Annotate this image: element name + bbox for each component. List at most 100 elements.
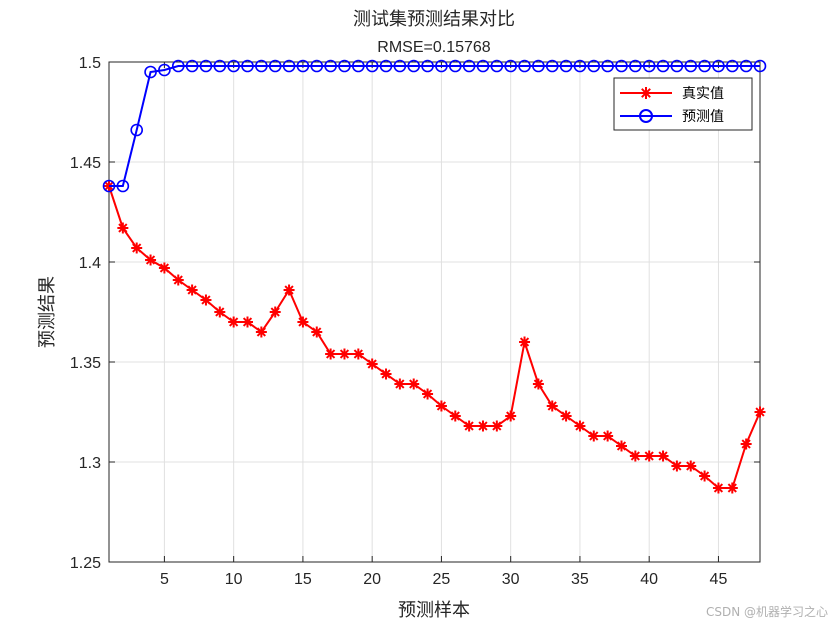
data-point-pred	[670, 59, 684, 73]
data-point-true	[726, 482, 738, 494]
asterisk-stroke	[173, 275, 183, 285]
data-point-pred	[144, 65, 157, 79]
asterisk-stroke	[187, 285, 197, 295]
data-point-true	[131, 242, 143, 254]
legend-marker-true-asterisk	[640, 87, 652, 99]
data-point-pred	[476, 59, 490, 73]
data-point-true	[546, 400, 558, 412]
data-point-pred	[435, 59, 448, 73]
data-point-true	[269, 306, 281, 318]
y-tick-label: 1.4	[79, 255, 101, 272]
data-point-true	[242, 316, 254, 328]
data-point-true	[422, 388, 434, 400]
asterisk-stroke	[159, 263, 170, 273]
data-point-pred	[116, 179, 130, 193]
data-point-true	[352, 348, 364, 360]
data-point-true	[463, 420, 475, 432]
asterisk-stroke	[132, 243, 142, 253]
data-point-true	[519, 336, 531, 348]
chart-subtitle: RMSE=0.15768	[377, 39, 491, 56]
legend-box	[613, 77, 753, 131]
data-point-pred	[255, 59, 268, 73]
series-line-pred	[109, 65, 760, 187]
data-point-pred	[518, 59, 531, 73]
watermark: CSDN @机器学习之心	[706, 604, 828, 619]
data-point-pred	[268, 59, 282, 73]
legend-marker-pred-circle	[639, 109, 653, 123]
data-point-true	[158, 262, 170, 274]
data-point-pred	[130, 123, 144, 137]
data-point-pred	[698, 59, 711, 73]
asterisk-stroke	[755, 407, 765, 417]
asterisk-stroke	[326, 349, 336, 359]
data-point-pred	[365, 59, 379, 73]
asterisk-stroke	[644, 451, 654, 461]
data-point-true	[435, 400, 447, 412]
asterisk-stroke	[589, 431, 599, 441]
asterisk-stroke	[506, 411, 516, 421]
asterisk-stroke	[575, 421, 585, 431]
data-point-true	[325, 348, 337, 360]
series-group	[102, 59, 767, 494]
x-tick-label: 15	[294, 571, 312, 588]
asterisk-stroke	[145, 255, 156, 265]
data-point-pred	[448, 59, 462, 73]
y-tick-label: 1.25	[70, 555, 101, 572]
asterisk-stroke	[547, 401, 557, 411]
data-point-true	[615, 440, 627, 452]
asterisk-stroke	[436, 401, 447, 411]
asterisk-stroke	[118, 223, 128, 233]
data-point-true	[394, 378, 406, 390]
data-point-true	[200, 294, 212, 306]
data-point-pred	[213, 59, 227, 73]
asterisk-stroke	[727, 483, 737, 493]
data-point-pred	[393, 59, 407, 73]
data-point-true	[172, 274, 184, 286]
asterisk-stroke	[603, 431, 613, 441]
data-point-true	[560, 410, 572, 422]
data-point-pred	[171, 59, 185, 73]
data-point-pred	[352, 59, 365, 73]
plot-area-frame	[108, 61, 761, 563]
data-point-true	[602, 430, 614, 442]
axis-ticks: 5 10 15 20 25 30 35 40 45 1.25 1.3 1.35 1.4 1.45 1.5	[70, 55, 760, 588]
x-tick-label: 10	[225, 571, 243, 588]
asterisk-stroke	[519, 337, 530, 347]
data-point-pred	[504, 59, 517, 73]
data-point-true	[283, 284, 295, 296]
x-tick-label: 30	[502, 571, 520, 588]
data-point-true	[117, 222, 129, 234]
asterisk-stroke	[409, 379, 419, 389]
x-tick-label: 40	[640, 571, 658, 588]
asterisk-stroke	[367, 359, 377, 369]
data-point-pred	[462, 59, 476, 73]
data-point-true	[754, 406, 766, 418]
data-point-true	[629, 450, 641, 462]
data-point-true	[685, 460, 697, 472]
data-point-true	[588, 430, 600, 442]
asterisk-stroke	[672, 461, 682, 471]
data-point-true	[311, 326, 323, 338]
asterisk-stroke	[298, 317, 308, 327]
data-point-true	[491, 420, 503, 432]
asterisk-stroke	[713, 483, 724, 493]
data-point-pred	[684, 59, 698, 73]
data-point-true	[255, 326, 267, 338]
asterisk-stroke	[229, 317, 239, 327]
data-point-true	[366, 358, 378, 370]
asterisk-stroke	[422, 389, 433, 399]
data-point-true	[186, 284, 198, 296]
data-point-true	[532, 378, 544, 390]
data-point-pred	[227, 59, 240, 73]
data-point-pred	[587, 59, 601, 73]
data-point-true	[699, 470, 711, 482]
data-point-pred	[158, 63, 171, 77]
data-point-true	[657, 450, 669, 462]
y-tick-label: 1.45	[70, 155, 101, 172]
data-point-pred	[739, 59, 753, 73]
asterisk-stroke	[242, 317, 253, 327]
x-tick-label: 45	[710, 571, 728, 588]
data-point-true	[477, 420, 489, 432]
data-point-true	[505, 410, 517, 422]
data-point-true	[338, 348, 350, 360]
